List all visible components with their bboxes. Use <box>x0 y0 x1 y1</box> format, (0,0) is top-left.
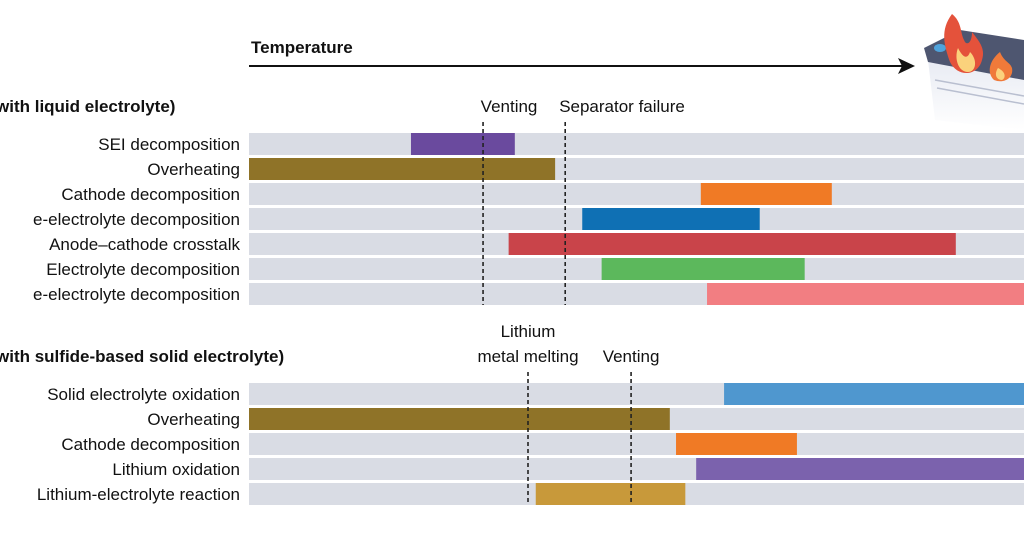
row-label: Overheating <box>147 160 240 179</box>
row-track <box>249 433 1024 455</box>
marker-label: metal melting <box>477 347 578 366</box>
row-label: Overheating <box>147 410 240 429</box>
process-bar <box>696 458 1024 480</box>
marker-label: Venting <box>603 347 660 366</box>
process-bar <box>724 383 1024 405</box>
row-track <box>249 183 1024 205</box>
row-label: Solid electrolyte oxidation <box>47 385 240 404</box>
row-track <box>249 133 1024 155</box>
process-bar <box>535 483 686 505</box>
panel-title: with liquid electrolyte) <box>0 97 175 116</box>
row-label: e-electrolyte decomposition <box>33 285 240 304</box>
temperature-axis-label: Temperature <box>251 38 353 57</box>
process-bar <box>700 183 832 205</box>
process-bar <box>601 258 805 280</box>
row-label: Electrolyte decomposition <box>46 260 240 279</box>
panel-title: with sulfide-based solid electrolyte) <box>0 347 284 366</box>
marker-label: Separator failure <box>559 97 685 116</box>
burning-battery-icon <box>924 14 1024 130</box>
row-label: Cathode decomposition <box>61 435 240 454</box>
row-label: Cathode decomposition <box>61 185 240 204</box>
marker-label: Venting <box>481 97 538 116</box>
process-bar <box>676 433 797 455</box>
process-bar <box>410 133 515 155</box>
marker-label: Lithium <box>501 322 556 341</box>
row-label: SEI decomposition <box>98 135 240 154</box>
process-bar <box>707 283 1024 305</box>
process-bar <box>249 408 670 430</box>
row-label: Lithium-electrolyte reaction <box>37 485 240 504</box>
row-label: e-electrolyte decomposition <box>33 210 240 229</box>
temperature-arrowhead <box>898 58 915 74</box>
process-bar <box>508 233 956 255</box>
process-bar <box>582 208 760 230</box>
row-label: Anode–cathode crosstalk <box>49 235 240 254</box>
process-bar <box>249 158 556 180</box>
row-label: Lithium oxidation <box>112 460 240 479</box>
